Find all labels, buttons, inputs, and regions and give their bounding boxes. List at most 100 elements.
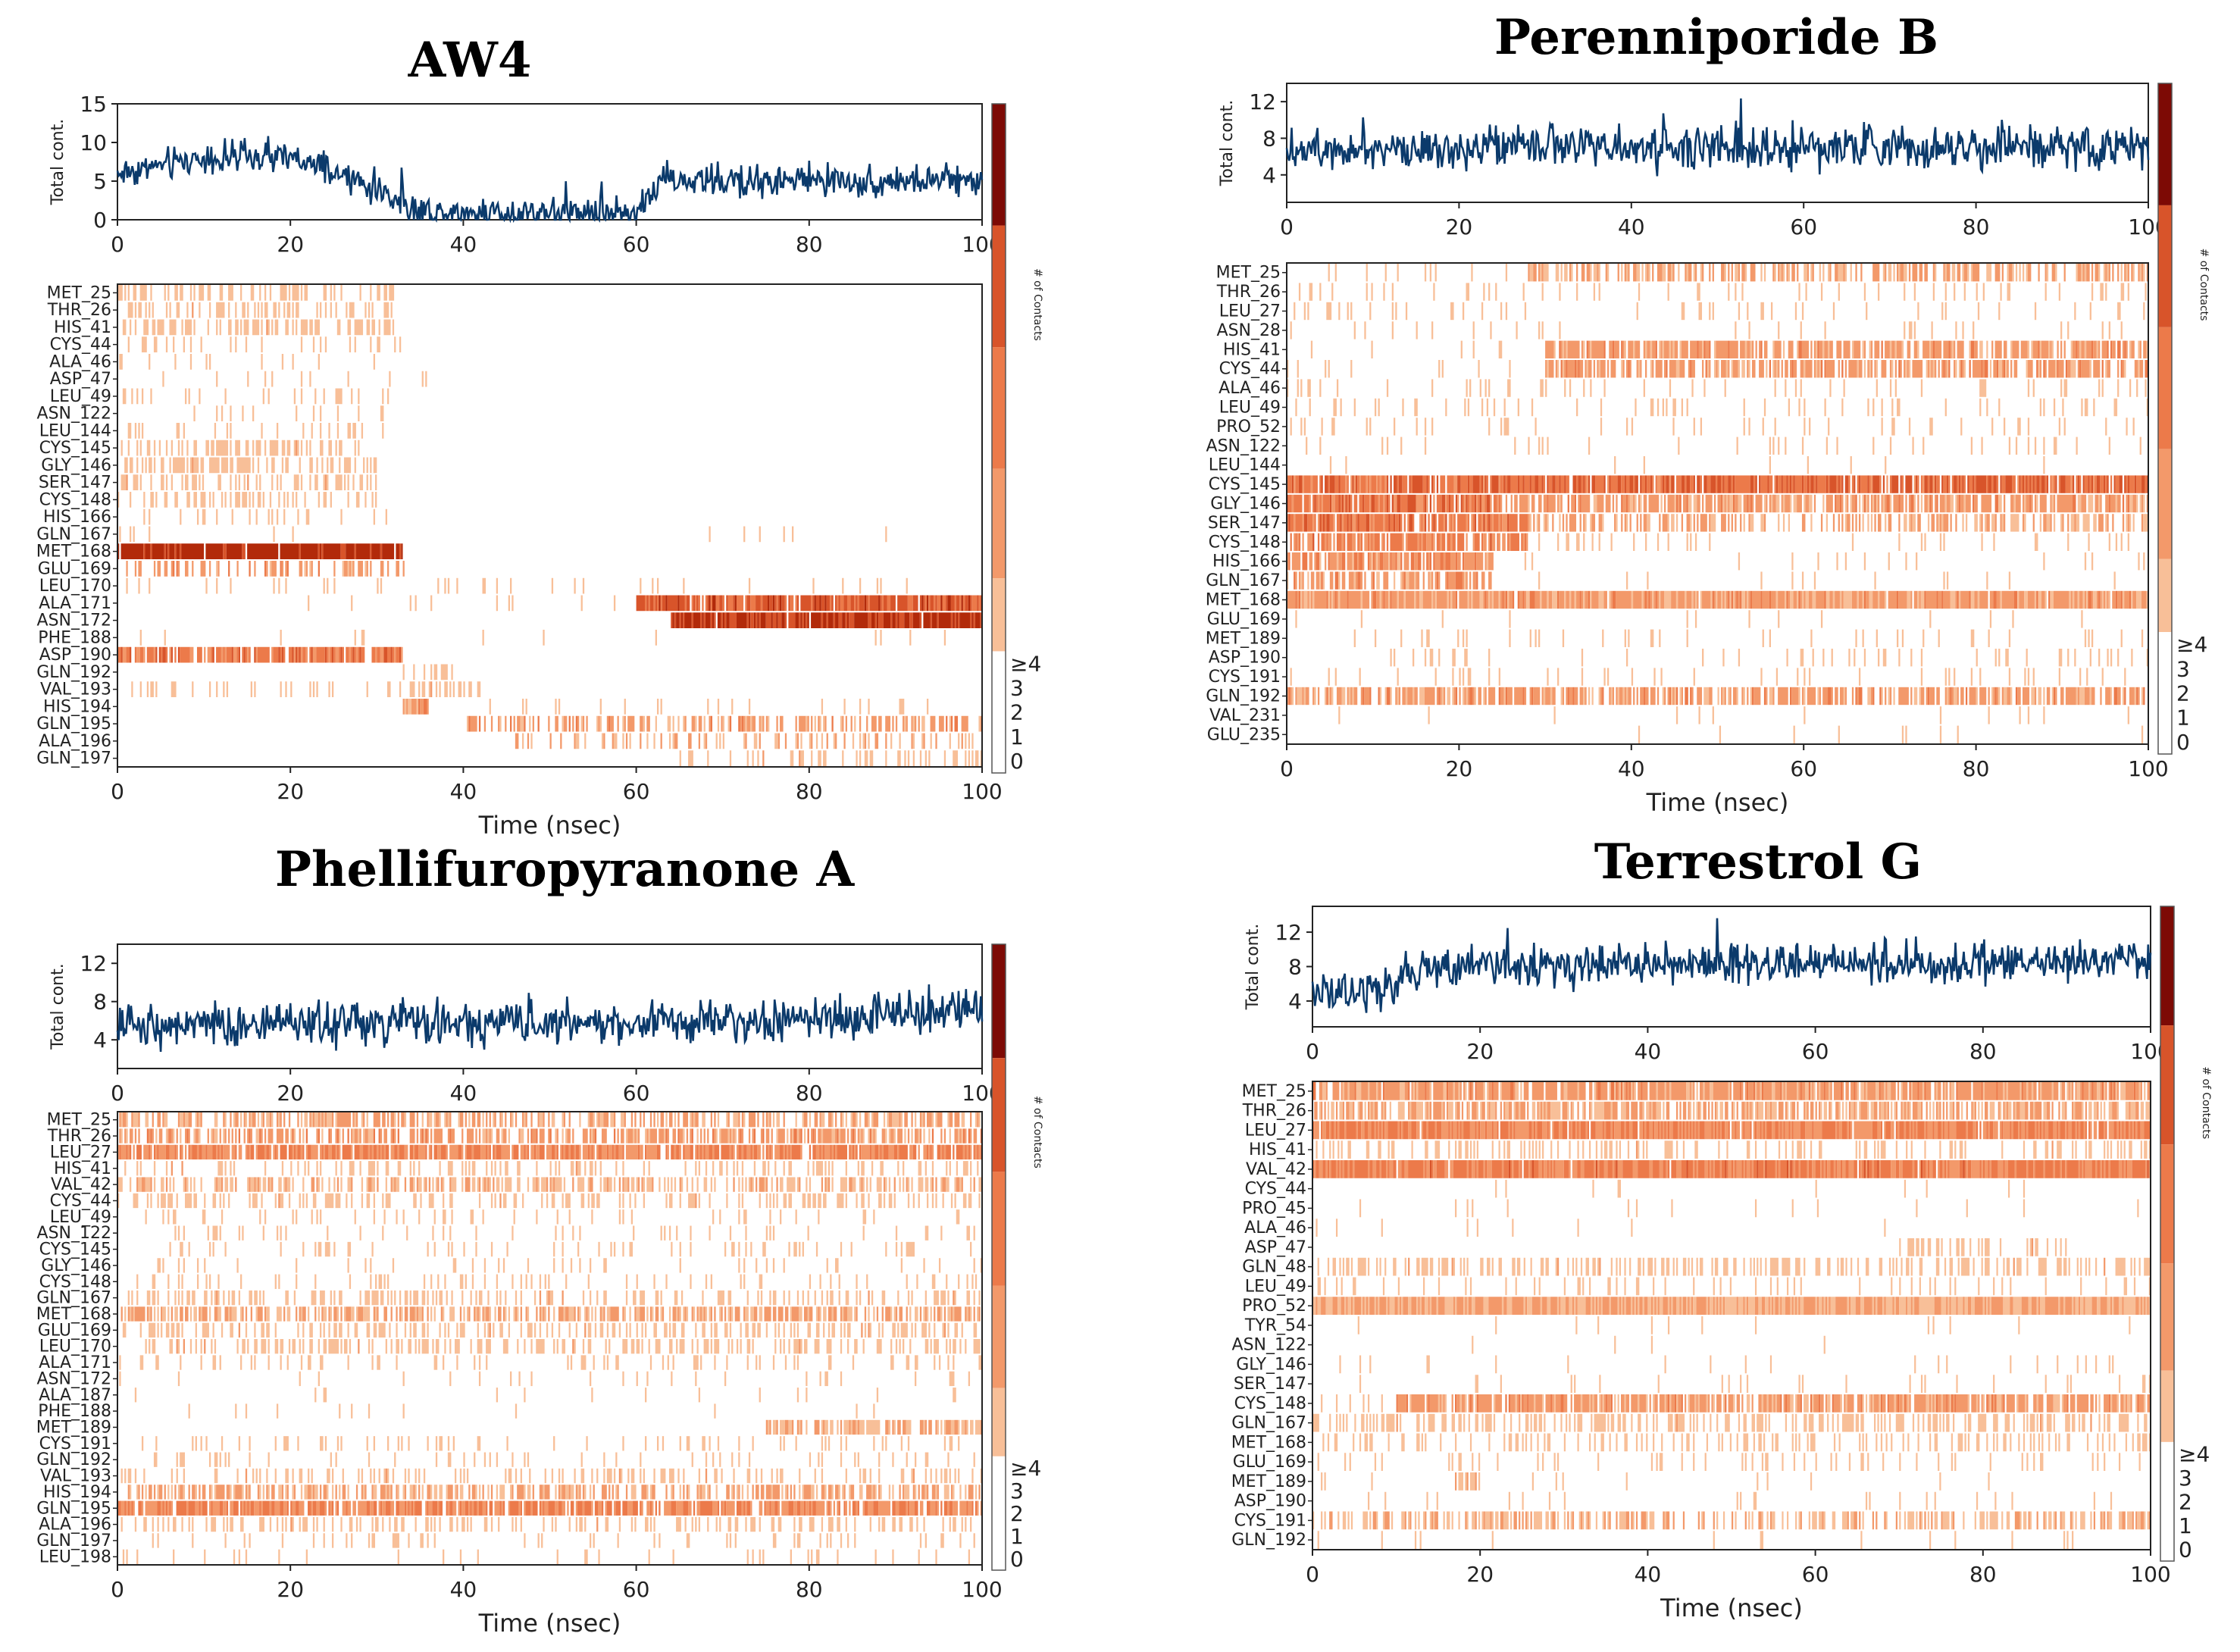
- contact-cell: [1390, 649, 1392, 667]
- contact-cell: [354, 440, 356, 456]
- contact-cell: [521, 1112, 524, 1128]
- contact-cell: [1855, 264, 1857, 282]
- contact-cell: [1483, 687, 1485, 706]
- contact-cell: [691, 1177, 693, 1192]
- contact-cell: [1693, 418, 1695, 436]
- contact-cell: [1801, 687, 1804, 706]
- contact-cell: [1738, 494, 1742, 513]
- contact-cell: [970, 1161, 972, 1176]
- contact-cell: [1317, 687, 1320, 706]
- contact-cell: [2079, 340, 2082, 358]
- contact-cell: [1424, 494, 1427, 513]
- contact-cell: [1751, 340, 1754, 358]
- contact-cell: [850, 1128, 853, 1144]
- contact-cell: [1872, 264, 1880, 282]
- contact-cell: [587, 1144, 590, 1160]
- contact-cell: [1644, 687, 1649, 706]
- contact-cell: [568, 1144, 571, 1160]
- contact-cell: [1353, 687, 1358, 706]
- contact-cell: [777, 733, 781, 749]
- contact-cell: [181, 319, 183, 336]
- contact-cell: [1329, 590, 1332, 609]
- contact-cell: [1413, 475, 1423, 493]
- contact-cell: [1414, 571, 1416, 590]
- contact-cell: [830, 595, 832, 612]
- contact-cell: [1652, 590, 1654, 609]
- contact-cell: [199, 285, 205, 301]
- contact-cell: [1685, 687, 1688, 706]
- contact-cell: [2141, 264, 2144, 282]
- contact-cell: [665, 1112, 668, 1128]
- contact-cell: [530, 1112, 533, 1128]
- contact-cell: [555, 1225, 557, 1241]
- contact-cell: [478, 1193, 481, 1209]
- contact-cell: [1453, 687, 1456, 706]
- contact-cell: [312, 1193, 317, 1209]
- contact-cell: [823, 1193, 827, 1209]
- contact-cell: [1760, 668, 1763, 686]
- contact-cell: [2127, 283, 2129, 301]
- contact-cell: [838, 595, 840, 612]
- contact-cell: [1364, 571, 1366, 590]
- contact-cell: [1464, 687, 1466, 706]
- contact-cell: [1583, 340, 1585, 358]
- contact-cell: [671, 612, 673, 628]
- contact-cell: [1519, 475, 1523, 493]
- contact-cell: [186, 1128, 189, 1144]
- contact-cell: [2127, 475, 2129, 493]
- contact-cell: [606, 1144, 609, 1160]
- contact-cell: [546, 1177, 549, 1192]
- contact-cell: [169, 646, 171, 663]
- contact-cell: [200, 336, 202, 352]
- contact-cell: [1935, 360, 1937, 378]
- contact-cell: [2050, 514, 2052, 532]
- contact-cell: [1700, 418, 1703, 436]
- contact-cell: [1728, 360, 1730, 378]
- contact-cell: [1991, 340, 1994, 358]
- contact-cell: [746, 612, 749, 628]
- contact-cell: [162, 1209, 164, 1225]
- contact-cell: [243, 1128, 246, 1144]
- contact-cell: [2010, 687, 2013, 706]
- contact-cell: [1822, 264, 1825, 282]
- contact-cell: [278, 1177, 282, 1192]
- contact-cell: [126, 1144, 128, 1160]
- contact-cell: [1287, 494, 1289, 513]
- contact-cell: [1643, 514, 1647, 532]
- contact-cell: [443, 1177, 445, 1192]
- contact-cell: [290, 1128, 293, 1144]
- contact-cell: [120, 474, 127, 490]
- contact-cell: [364, 561, 367, 577]
- residue-label: CYS_191: [1209, 668, 1281, 687]
- contact-cell: [1862, 629, 1864, 647]
- contact-cell: [1813, 494, 1816, 513]
- contact-cell: [1307, 514, 1313, 532]
- contact-cell: [1357, 533, 1359, 551]
- contact-cell: [221, 492, 224, 508]
- contact-cell: [321, 543, 324, 559]
- contact-cell: [1957, 590, 1959, 609]
- contact-cell: [1694, 610, 1697, 628]
- contact-cell: [401, 646, 403, 663]
- contact-cell: [1393, 494, 1397, 513]
- contact-cell: [1457, 494, 1459, 513]
- contact-cell: [1877, 494, 1880, 513]
- contact-cell: [1531, 494, 1535, 513]
- contact-cell: [1297, 379, 1299, 397]
- contact-cell: [527, 1128, 530, 1144]
- contact-cell: [264, 561, 267, 577]
- contact-cell: [141, 1177, 145, 1192]
- contact-cell: [1316, 494, 1318, 513]
- contact-cell: [1371, 494, 1375, 513]
- contact-cell: [1967, 264, 1969, 282]
- contact-cell: [859, 1177, 862, 1192]
- contact-cell: [734, 595, 737, 612]
- contact-cell: [674, 1177, 677, 1192]
- contact-cell: [1922, 629, 1925, 647]
- contact-cell: [404, 1112, 407, 1128]
- contact-cell: [753, 733, 758, 749]
- contact-cell: [1800, 649, 1804, 667]
- contact-cell: [430, 1144, 433, 1160]
- contact-cell: [1743, 418, 1745, 436]
- contact-cell: [1920, 649, 1923, 667]
